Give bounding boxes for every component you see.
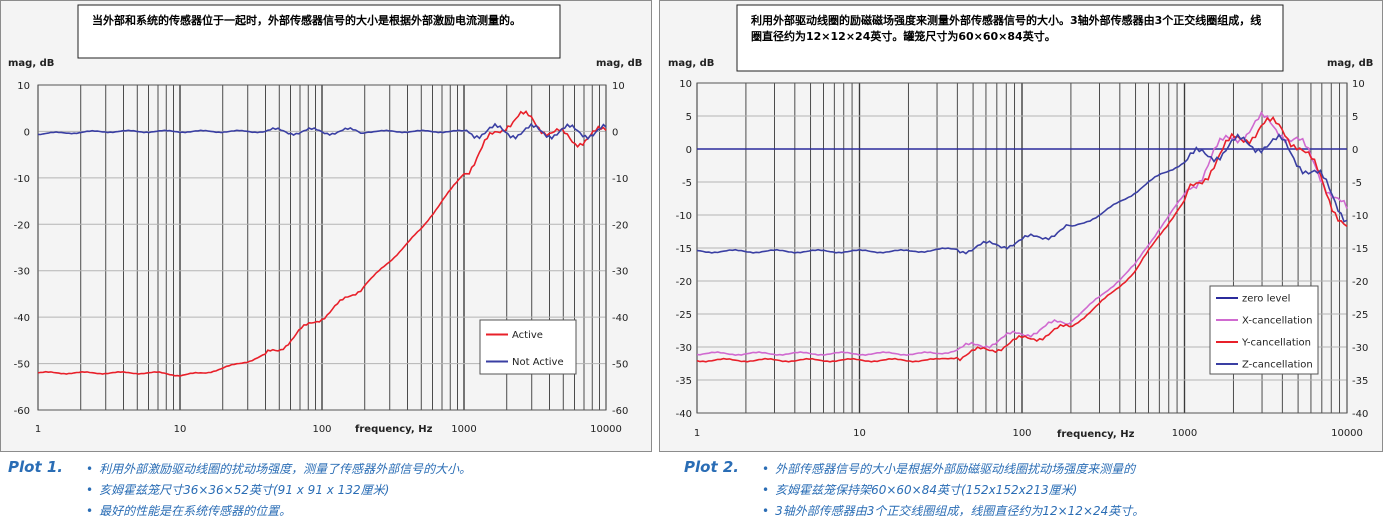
y-tick-label-left: -30 [676,343,692,354]
y-tick-label-right: 5 [1352,112,1358,123]
y-tick-label-left: 0 [686,145,692,156]
legend-label: Active [512,330,543,341]
plot2-caption-item: 亥姆霍兹笼保持架60×60×84英寸(152x152x213厘米) [762,480,1144,501]
y-tick-label-left: 10 [17,81,30,92]
x-tick-label: 10 [174,424,187,435]
x-tick-label: 10000 [590,424,622,435]
plot1-caption-label: Plot 1. [8,458,63,476]
legend-label: X-cancellation [1242,316,1312,327]
plot2-caption-list: 外部传感器信号的大小是根据外部励磁驱动线圈扰动场强度来测量的 亥姆霍兹笼保持架6… [762,459,1144,522]
y-tick-label-left: -25 [676,310,692,321]
legend-box [479,319,577,375]
plot-area-border [37,84,607,411]
x-tick-label: 10 [853,428,866,439]
plot-area-border [696,82,1348,414]
plot1-chart: 10 100 0-10 -10-20 -20-30 -30-40 -40-50 -50-60-… [8,4,642,435]
y-tick-label-left: -10 [676,211,692,222]
x-tick-label: 10000 [1331,428,1363,439]
y-tick-label-right: 0 [1352,145,1358,156]
y-tick-label-right: -25 [1352,310,1368,321]
y-axis-label-right: mag, dB [596,58,642,69]
y-tick-label-right: -20 [612,220,628,231]
legend-label: Y-cancellation [1241,338,1311,349]
x-tick-label: 1000 [451,424,476,435]
plot1-caption-item: 最好的性能是在系统传感器的位置。 [86,501,471,522]
plot2-caption-item: 外部传感器信号的大小是根据外部励磁驱动线圈扰动场强度来测量的 [762,459,1144,480]
y-tick-label-left: -40 [676,409,692,420]
y-tick-label-left: -50 [14,360,30,371]
annotation-box [77,4,561,59]
y-tick-label-right: 10 [612,81,625,92]
y-tick-label-right: 10 [1352,79,1365,90]
y-tick-label-right: -10 [612,174,628,185]
y-tick-label-left: -10 [14,174,30,185]
annotation-text: 圈直径约为12×12×24英寸。罐笼尺寸为60×60×84英寸。 [751,29,1056,43]
legend-label: zero level [1242,294,1290,305]
y-tick-label-right: -5 [1352,178,1362,189]
y-tick-label-right: -30 [612,267,628,278]
legend-label: Not Active [512,357,564,368]
y-tick-label-left: -35 [676,376,692,387]
y-tick-label-right: -60 [612,406,628,417]
x-tick-label: 100 [1012,428,1031,439]
y-tick-label-left: -20 [14,220,30,231]
y-tick-label-left: -60 [14,406,30,417]
x-tick-label: 1000 [1172,428,1197,439]
x-axis-label: frequency, Hz [355,424,433,435]
annotation-text: 利用外部驱动线圈的励磁磁场强度来测量外部传感器信号的大小。3轴外部传感器由3个正… [751,13,1261,27]
x-tick-label: 100 [312,424,331,435]
y-tick-label-left: -30 [14,267,30,278]
y-tick-label-right: -15 [1352,244,1368,255]
x-tick-label: 1 [694,428,700,439]
x-tick-label: 1 [35,424,41,435]
plot2-caption-label: Plot 2. [684,458,739,476]
series-line-active [37,110,607,377]
y-tick-label-left: 5 [686,112,692,123]
annotation-box [736,4,1284,72]
y-tick-label-right: -30 [1352,343,1368,354]
y-axis-label-right: mag, dB [1327,58,1373,69]
plot1-caption-item: 利用外部激励驱动线圈的扰动场强度，测量了传感器外部信号的大小。 [86,459,471,480]
y-tick-label-right: -50 [612,360,628,371]
y-tick-label-right: -40 [1352,409,1368,420]
y-axis-label-left: mag, dB [8,58,54,69]
plot1-caption-item: 亥姆霍兹笼尺寸36×36×52英寸(91 x 91 x 132厘米) [86,480,471,501]
y-tick-label-right: -10 [1352,211,1368,222]
plot1-caption-list: 利用外部激励驱动线圈的扰动场强度，测量了传感器外部信号的大小。 亥姆霍兹笼尺寸3… [86,459,471,522]
y-tick-label-left: -5 [682,178,692,189]
plot2-chart: 10 10 5 5 0 0 -5 -5 -10 -10 -15 -15 -20 -20 -25 -25 -30 -… [668,4,1373,440]
legend-box [1209,285,1319,375]
y-tick-label-left: 0 [24,127,30,138]
x-axis-label: frequency, Hz [1057,429,1135,440]
legend-label: Z-cancellation [1242,360,1313,371]
series-line-not-active [37,122,607,141]
plot1-panel [0,0,652,452]
y-tick-label-right: -40 [612,313,628,324]
y-tick-label-left: -20 [676,277,692,288]
series-line-z-cancellation [696,133,1348,255]
y-tick-label-right: -35 [1352,376,1368,387]
annotation-text: 当外部和系统的传感器位于一起时，外部传感器信号的大小是根据外部激励电流测量的。 [92,13,521,27]
y-tick-label-right: 0 [612,127,618,138]
plot2-caption-item: 3轴外部传感器由3个正交线圈组成，线圈直径约为12×12×24英寸。 [762,501,1144,522]
y-tick-label-left: -40 [14,313,30,324]
series-line-x-cancellation [696,110,1348,357]
y-tick-label-right: -20 [1352,277,1368,288]
y-tick-label-left: -15 [676,244,692,255]
y-axis-label-left: mag, dB [668,58,714,69]
y-tick-label-left: 10 [679,79,692,90]
